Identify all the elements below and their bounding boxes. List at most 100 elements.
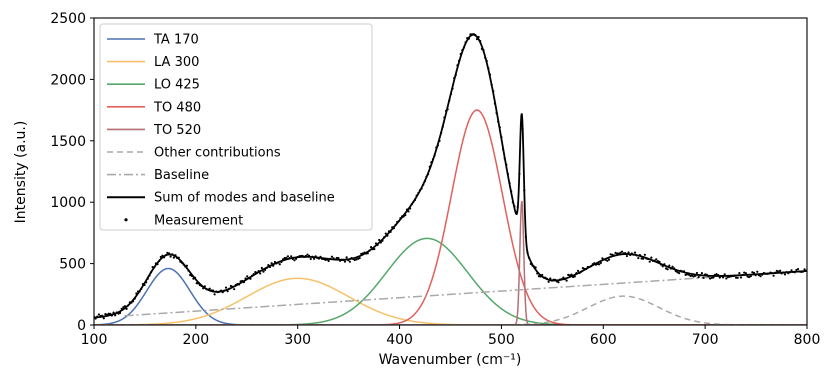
plot-frame <box>93 17 808 326</box>
measurement-point <box>244 277 247 280</box>
measurement-point <box>285 256 288 259</box>
measurement-point <box>650 256 653 259</box>
measurement-point <box>149 271 153 274</box>
measurement-point <box>801 270 805 273</box>
measurement-point <box>606 259 609 262</box>
measurement-point <box>516 205 519 209</box>
measurement-point <box>391 226 394 229</box>
measurement-point <box>286 255 290 258</box>
measurement-point <box>366 252 369 255</box>
measurement-point <box>329 257 332 260</box>
measurement-point <box>189 273 192 277</box>
y-tick-label: 2000 <box>50 72 86 88</box>
measurement-point <box>145 281 148 284</box>
measurement-point <box>311 255 314 258</box>
measurement-point <box>118 311 122 314</box>
measurement-point <box>267 264 270 267</box>
measurement-point <box>689 274 692 278</box>
measurement-point <box>723 273 726 276</box>
measurement-point <box>197 282 200 285</box>
measurement-point <box>306 253 309 256</box>
measurement-point <box>365 252 368 255</box>
measurement-point <box>488 73 492 76</box>
measurement-point <box>464 41 467 44</box>
measurement-point <box>648 260 651 263</box>
x-axis-label: Wavenumber (cm⁻¹) <box>379 352 522 368</box>
measurement-point <box>717 274 720 277</box>
measurement-point <box>229 284 232 288</box>
measurement-point <box>167 252 171 255</box>
measurement-point <box>456 64 459 67</box>
measurement-point <box>231 285 234 288</box>
measurement-point <box>557 281 560 284</box>
measurement-point <box>580 270 583 273</box>
measurement-point <box>707 275 710 278</box>
measurement-point <box>161 254 164 257</box>
measurement-point <box>342 258 345 261</box>
measurement-point <box>343 260 347 263</box>
measurement-point <box>435 146 438 149</box>
measurement-point <box>319 255 322 258</box>
measurement-point <box>601 257 604 260</box>
measurement-point <box>325 258 329 261</box>
measurement-point <box>474 33 477 37</box>
legend-label-to-520: TO 520 <box>153 123 201 138</box>
measurement-point <box>265 266 268 269</box>
legend-box <box>99 23 373 231</box>
measurement-point <box>314 255 317 258</box>
x-tick-label: 300 <box>284 332 311 348</box>
measurement-point <box>179 260 182 263</box>
measurement-point <box>480 47 483 51</box>
measurement-point <box>347 259 350 262</box>
measurement-point <box>624 252 627 255</box>
measurement-point <box>765 272 769 275</box>
measurement-point <box>726 275 730 279</box>
measurement-point <box>593 262 596 265</box>
measurement-point <box>629 253 632 257</box>
measurement-point <box>655 258 658 261</box>
measurement-point <box>549 277 552 280</box>
measurement-point <box>182 263 185 266</box>
measurement-point <box>518 172 521 175</box>
measurement-point <box>783 273 787 276</box>
measurement-point <box>490 83 493 86</box>
legend-label-lo-425: LO 425 <box>154 78 200 93</box>
measurement-point <box>277 261 280 264</box>
measurement-point <box>589 265 593 268</box>
measurement-point <box>612 254 615 257</box>
measurement-point <box>107 312 110 315</box>
measurement-point <box>532 265 536 268</box>
measurement-point <box>283 257 286 260</box>
measurement-point <box>767 272 770 275</box>
measurement-point <box>493 102 497 105</box>
measurement-point <box>404 214 407 217</box>
measurement-point <box>409 207 412 210</box>
measurement-point <box>495 111 498 115</box>
measurement-point <box>101 314 104 317</box>
measurement-point <box>616 252 619 255</box>
measurement-point <box>296 255 299 259</box>
measurement-point <box>738 272 741 275</box>
measurement-point <box>371 248 374 251</box>
measurement-point <box>700 271 703 275</box>
measurement-point <box>350 257 353 260</box>
measurement-point <box>647 257 650 261</box>
measurement-point <box>171 253 174 256</box>
measurement-point <box>542 276 545 279</box>
measurement-point <box>304 254 307 258</box>
measurement-point <box>361 252 364 255</box>
measurement-point <box>498 126 501 129</box>
measurement-point <box>252 273 255 276</box>
measurement-point <box>239 280 242 283</box>
measurement-point <box>105 313 109 316</box>
measurement-point <box>511 201 514 204</box>
measurement-point <box>148 274 151 277</box>
measurement-point <box>397 220 400 223</box>
measurement-point <box>457 59 461 62</box>
measurement-point <box>303 255 306 258</box>
measurement-point <box>793 271 796 274</box>
measurement-point <box>396 220 399 224</box>
measurement-point <box>382 236 386 239</box>
y-tick-label: 2500 <box>50 11 86 27</box>
measurement-point <box>640 257 643 260</box>
